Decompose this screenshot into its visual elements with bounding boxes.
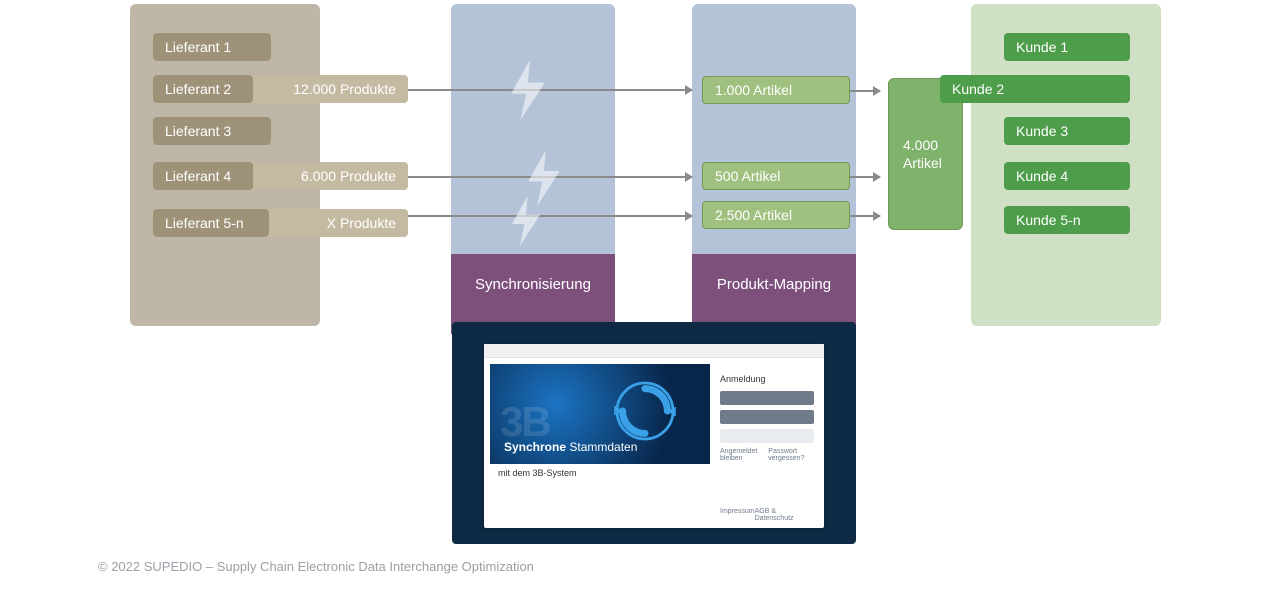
process-mapping-label: Produkt-Mapping — [717, 276, 831, 293]
browser-bar — [484, 344, 824, 358]
app-hero: 3B Synchrone Stammdaten — [490, 364, 710, 464]
diagram-stage: Lieferant 1 12.000 Produkte Lieferant 2 … — [0, 0, 1280, 590]
arrow-sup5-art3 — [408, 215, 692, 217]
login-forgot[interactable]: Passwort vergessen? — [768, 448, 814, 462]
supplier-tag-5: Lieferant 5-n — [153, 209, 269, 237]
supplier-tag-3: Lieferant 3 — [153, 117, 271, 145]
product-tag-2: 12.000 Produkte — [228, 75, 408, 103]
article-tag-2: 500 Artikel — [702, 162, 850, 190]
app-window: 3B Synchrone Stammdaten mit dem 3B-Syste… — [484, 344, 824, 528]
process-sync-label: Synchronisierung — [475, 276, 591, 293]
arrow-art2-agg — [850, 176, 880, 178]
login-remember[interactable]: Angemeldet bleiben — [720, 448, 762, 462]
supplier-tag-2: Lieferant 2 — [153, 75, 253, 103]
article-tag-1: 1.000 Artikel — [702, 76, 850, 104]
app-frame: 3B Synchrone Stammdaten mit dem 3B-Syste… — [452, 322, 856, 544]
supplier-tag-1: Lieferant 1 — [153, 33, 271, 61]
app-footer-left[interactable]: Impressum — [720, 508, 755, 522]
customer-tag-4: Kunde 4 — [1004, 162, 1130, 190]
article-tag-3: 2.500 Artikel — [702, 201, 850, 229]
supplier-tag-4: Lieferant 4 — [153, 162, 253, 190]
hero-title: Synchrone Stammdaten — [504, 440, 637, 454]
login-user-field[interactable] — [720, 391, 814, 405]
customer-tag-3: Kunde 3 — [1004, 117, 1130, 145]
hero-3b-watermark: 3B — [500, 398, 550, 446]
customer-tag-1: Kunde 1 — [1004, 33, 1130, 61]
login-panel: Anmeldung Angemeldet bleiben Passwort ve… — [720, 374, 814, 462]
arrow-art3-agg — [850, 215, 880, 217]
product-tag-4: 6.000 Produkte — [228, 162, 408, 190]
login-pass-field[interactable] — [720, 410, 814, 424]
app-footer-right[interactable]: AGB & Datenschutz — [755, 508, 814, 522]
customer-tag-5: Kunde 5-n — [1004, 206, 1130, 234]
login-title: Anmeldung — [720, 374, 814, 384]
customer-tag-2: Kunde 2 — [940, 75, 1130, 103]
page-footer: © 2022 SUPEDIO – Supply Chain Electronic… — [98, 559, 534, 574]
login-extra-field[interactable] — [720, 429, 814, 443]
sync-icon — [610, 376, 680, 446]
aggregate-label: Artikel — [903, 154, 962, 172]
arrow-art1-agg — [850, 90, 880, 92]
aggregate-qty: 4.000 — [903, 136, 962, 154]
bolt-icon-3 — [506, 196, 546, 246]
hero-subtitle: mit dem 3B-System — [498, 468, 577, 478]
bolt-icon-1 — [505, 60, 551, 120]
